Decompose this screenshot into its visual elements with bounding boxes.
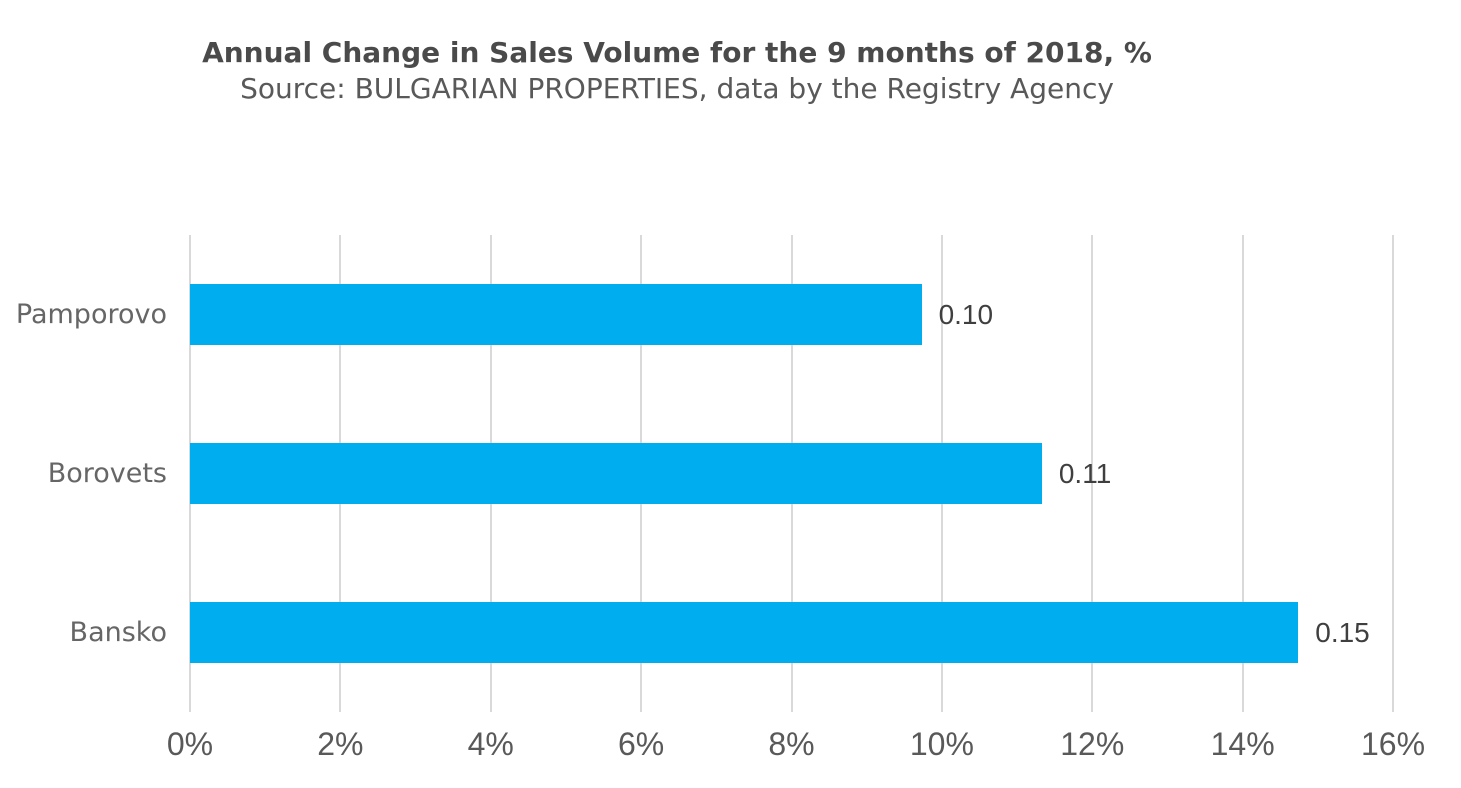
plot-area: 0.10 0.11 0.15 xyxy=(189,235,1394,712)
x-tick-label: 4% xyxy=(467,726,514,762)
bar-bansko xyxy=(190,602,1299,663)
category-label: Pamporovo xyxy=(15,298,167,330)
data-label: 0.15 xyxy=(1315,617,1370,648)
gridline xyxy=(1091,235,1094,712)
x-tick-label: 16% xyxy=(1360,726,1426,762)
chart-title: Annual Change in Sales Volume for the 9 … xyxy=(202,36,1152,69)
gridline xyxy=(1392,235,1394,712)
x-tick-label: 14% xyxy=(1210,726,1275,762)
x-tick-label: 0% xyxy=(166,726,214,762)
chart-subtitle: Source: BULGARIAN PROPERTIES, data by th… xyxy=(240,72,1114,105)
title-block: Annual Change in Sales Volume for the 9 … xyxy=(0,36,1354,108)
x-tick-label: 12% xyxy=(1060,726,1125,762)
bar-borovets xyxy=(190,443,1042,504)
data-label: 0.10 xyxy=(938,299,994,330)
bar-pamporovo xyxy=(190,284,922,345)
data-label: 0.11 xyxy=(1058,458,1112,489)
x-tick-label: 6% xyxy=(618,726,665,762)
category-label: Bansko xyxy=(69,616,167,648)
gridline xyxy=(1241,235,1244,712)
x-tick-label: 2% xyxy=(317,726,364,762)
category-label: Borovets xyxy=(47,457,167,489)
x-tick-label: 10% xyxy=(909,726,974,762)
x-tick-label: 8% xyxy=(768,726,815,762)
